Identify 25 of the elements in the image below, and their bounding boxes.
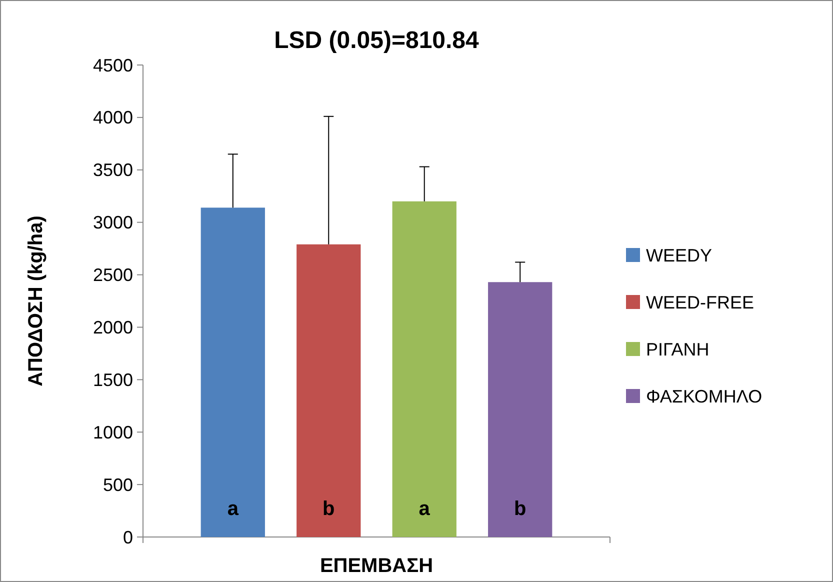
chart-title: LSD (0.05)=810.84	[274, 27, 480, 54]
y-tick-label: 500	[102, 474, 133, 495]
bar	[488, 282, 552, 537]
x-axis-title: ΕΠΕΜΒΑΣΗ	[320, 555, 434, 577]
annotation: b	[322, 498, 335, 520]
legend-label: ΦΑΣΚΟΜΗΛΟ	[646, 386, 762, 406]
y-tick-label: 1000	[92, 422, 133, 442]
legend-label: WEED-FREE	[646, 292, 754, 312]
legend-label: ΡΙΓΑΝΗ	[646, 339, 710, 360]
y-tick-label: 0	[122, 527, 133, 548]
y-tick-label: 2000	[92, 318, 133, 338]
y-tick-label: 3000	[92, 212, 133, 233]
y-tick-label: 4500	[92, 55, 133, 76]
y-tick-label: 4000	[92, 108, 133, 128]
annotation: a	[418, 498, 431, 520]
bar	[200, 208, 265, 537]
y-tick-label: 1500	[92, 370, 133, 390]
y-tick-label: 2500	[92, 265, 133, 286]
annotation: b	[514, 498, 526, 520]
annotation: a	[227, 498, 240, 520]
legend-label: WEEDY	[646, 245, 712, 266]
y-axis-title: ΑΠΟΔΟΣΗ (kg/ha)	[25, 216, 47, 386]
y-tick-label: 3500	[92, 160, 133, 180]
bar	[392, 201, 456, 537]
bar	[296, 244, 361, 537]
